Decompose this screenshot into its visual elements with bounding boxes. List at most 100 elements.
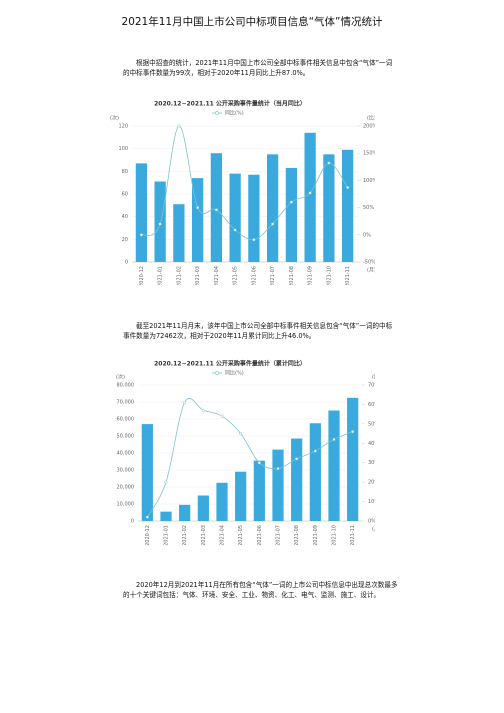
point [177, 124, 181, 128]
point [257, 461, 261, 465]
y-tick-label: 100 [118, 146, 128, 152]
x-tick-label: 2021-08 [294, 525, 300, 545]
point [139, 233, 143, 237]
y2-tick-label: 70% [368, 383, 375, 389]
y2-tick-label: 150% [363, 151, 375, 157]
paragraph: 根据中招查的统计，2021年11月中国上市公司全部中标事件相关信息中包含“气体”… [123, 59, 393, 77]
legend-marker [215, 111, 219, 115]
y-tick-label: 50,000 [117, 434, 135, 440]
x-tick-label: 2021-03 [195, 266, 201, 285]
y-tick-label: 60 [122, 192, 128, 198]
point [201, 408, 205, 412]
bar [304, 132, 316, 262]
point [313, 449, 317, 453]
x-tick-label: 2021-02 [176, 266, 182, 285]
y-tick-label: 10,000 [117, 502, 135, 508]
x-tick-label: 2021-09 [313, 525, 319, 545]
point [196, 206, 200, 210]
y2-axis-label: (比) [367, 115, 375, 122]
x-tick-label: 2021-04 [214, 266, 220, 285]
bar [248, 174, 260, 262]
x-tick-label: 2020-12 [139, 266, 145, 285]
y-tick-label: 70,000 [117, 400, 135, 406]
x-tick-label: 2021-05 [238, 525, 244, 545]
point [183, 400, 187, 405]
legend-label: 同比(%) [225, 110, 244, 117]
x-tick-label: 2021-01 [158, 266, 164, 285]
bar [173, 204, 185, 262]
bar [309, 423, 321, 521]
y-tick-label: 60,000 [117, 417, 135, 423]
x-tick-label: 2021-04 [220, 525, 226, 545]
x-tick-label: 2021-06 [257, 525, 263, 545]
y-tick-label: 40 [122, 214, 128, 220]
y2-tick-label: 10% [368, 499, 375, 505]
bar [323, 154, 335, 262]
point [158, 222, 162, 226]
chart: 2020.12~2021.11 公开采购事件量统计（累计同比） 同比(%) (次) (… [116, 360, 375, 546]
x-tick-label: 2021-06 [251, 266, 257, 285]
y-tick-label: 20,000 [117, 485, 135, 491]
point [252, 238, 256, 242]
bar [272, 449, 284, 521]
bar [285, 167, 297, 262]
x-tick-label: 2021-02 [182, 525, 188, 545]
line [146, 397, 353, 518]
x-tick-label: 2021-07 [270, 266, 276, 285]
x-tick-label: 2021-10 [332, 525, 338, 545]
bar [210, 153, 222, 262]
point [332, 437, 336, 441]
point [220, 414, 224, 418]
y2-tick-label: 50% [368, 421, 375, 427]
x-axis-label: (月) [367, 268, 375, 274]
x-tick-label: 2021-01 [164, 525, 170, 545]
y-tick-label: 80,000 [117, 383, 135, 389]
bar [197, 495, 209, 521]
x-tick-label: 2021-10 [326, 266, 332, 285]
bar [328, 410, 340, 521]
point [164, 480, 168, 484]
point [145, 515, 149, 519]
bar [216, 482, 228, 521]
point [239, 432, 243, 436]
y2-axis-label: (比) [372, 374, 375, 381]
point [271, 222, 275, 226]
bar [347, 397, 359, 521]
y2-tick-label: 20% [368, 480, 375, 486]
point [346, 185, 350, 190]
x-tick-label: 2021-09 [308, 266, 314, 285]
point [276, 466, 280, 471]
point [327, 161, 331, 165]
y-tick-label: 20 [122, 237, 128, 243]
y2-tick-label: 200% [363, 124, 375, 130]
y-tick-label: 0 [125, 260, 128, 266]
y2-tick-label: 60% [368, 402, 375, 408]
bar [267, 154, 279, 262]
bar [235, 471, 247, 521]
chart: 2020.12~2021.11 公开采购事件量统计（当月同比） 同比(%) (次) (… [110, 100, 375, 286]
y2-tick-label: 0% [363, 232, 371, 238]
y-tick-label: 120 [118, 124, 128, 130]
x-tick-label: 2021-07 [276, 525, 282, 545]
y-tick-label: 80 [122, 169, 128, 175]
bar [179, 504, 191, 521]
page-title: 2021年11月中国上市公司中标项目信息“气体”情况统计 [121, 16, 383, 28]
bar [291, 438, 303, 521]
bar [154, 181, 166, 262]
paragraph: 截至2021年11月月末，该年中国上市公司全部中标事件相关信息包含“气体”一词的… [123, 322, 393, 340]
x-axis-label: (月) [372, 527, 375, 533]
x-tick-label: 2021-03 [201, 525, 207, 545]
line [141, 125, 348, 241]
y-tick-label: 30,000 [117, 468, 135, 474]
bar [141, 424, 153, 521]
point [351, 430, 355, 434]
x-tick-label: 2021-05 [233, 266, 239, 285]
y-tick-label: 0 [131, 519, 134, 525]
point [295, 457, 299, 461]
point [233, 228, 237, 232]
point [308, 191, 312, 195]
bar [229, 173, 241, 262]
x-tick-label: 2021-11 [345, 266, 351, 285]
chart-title: 2020.12~2021.11 公开采购事件量统计（当月同比） [154, 100, 306, 108]
